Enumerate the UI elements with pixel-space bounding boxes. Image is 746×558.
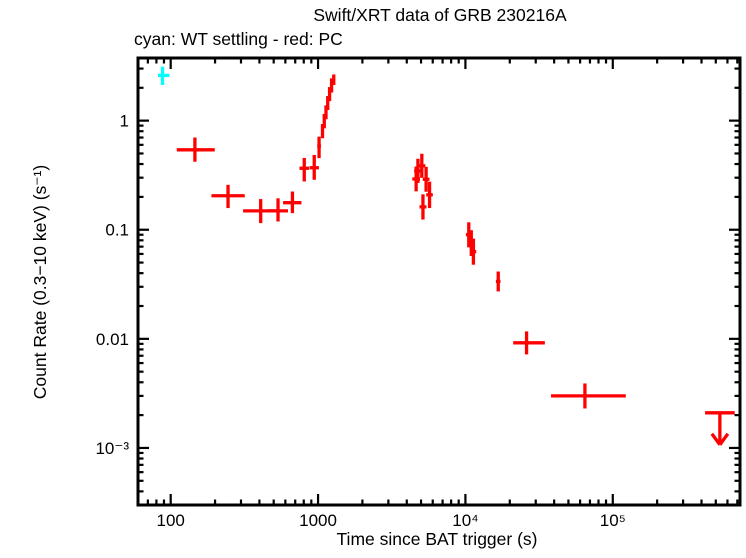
pc-data-point	[422, 166, 430, 192]
plot-subtitle: cyan: WT settling - red: PC	[134, 29, 343, 49]
pc-data-point	[322, 114, 326, 129]
pc-data-point	[268, 198, 288, 222]
pc-data-point	[299, 157, 309, 182]
pc-data-point	[419, 194, 427, 220]
pc-data-point	[470, 238, 477, 265]
y-tick-label: 1	[120, 112, 129, 131]
pc-data-point	[176, 137, 215, 162]
data-points-layer	[157, 66, 735, 446]
x-tick-label: 100	[157, 511, 185, 530]
pc-data-point	[426, 181, 433, 209]
pc-data-point	[329, 78, 334, 93]
y-axis-label: Count Rate (0.3−10 keV) (s⁻¹)	[30, 165, 50, 399]
pc-data-point	[332, 74, 336, 86]
pc-data-point	[324, 105, 328, 120]
arrow-head-right	[718, 432, 730, 446]
pc-data-point	[418, 153, 426, 178]
pc-data-point	[513, 331, 545, 355]
pc-data-point	[317, 136, 321, 159]
x-tick-label: 10⁴	[452, 511, 478, 530]
pc-data-point	[309, 154, 319, 180]
pc-data-point	[327, 87, 332, 102]
pc-data-point	[283, 191, 302, 214]
axis-ticks	[138, 58, 740, 505]
pc-data-point	[326, 96, 330, 111]
x-tick-label: 10⁵	[600, 511, 626, 530]
pc-data-point	[320, 124, 325, 139]
pc-data-point	[551, 383, 626, 409]
pc-data-point	[211, 184, 245, 209]
plot-frame	[136, 56, 742, 507]
x-tick-label: 1000	[299, 511, 337, 530]
plot-title: Swift/XRT data of GRB 230216A	[313, 5, 567, 25]
y-tick-label: 10⁻³	[95, 439, 129, 458]
upper-limit-arrow	[705, 411, 735, 446]
y-tick-label: 0.1	[105, 221, 129, 240]
pc-data-point	[495, 271, 501, 292]
arrow-head-left	[710, 432, 722, 446]
x-axis-label: Time since BAT trigger (s)	[337, 529, 538, 549]
axis-tick-labels: 100 1000 10⁴ 10⁵ 1 0.1 0.01 10⁻³	[95, 112, 625, 530]
y-tick-label: 0.01	[96, 330, 129, 349]
wt-settling-data-point	[157, 66, 170, 86]
